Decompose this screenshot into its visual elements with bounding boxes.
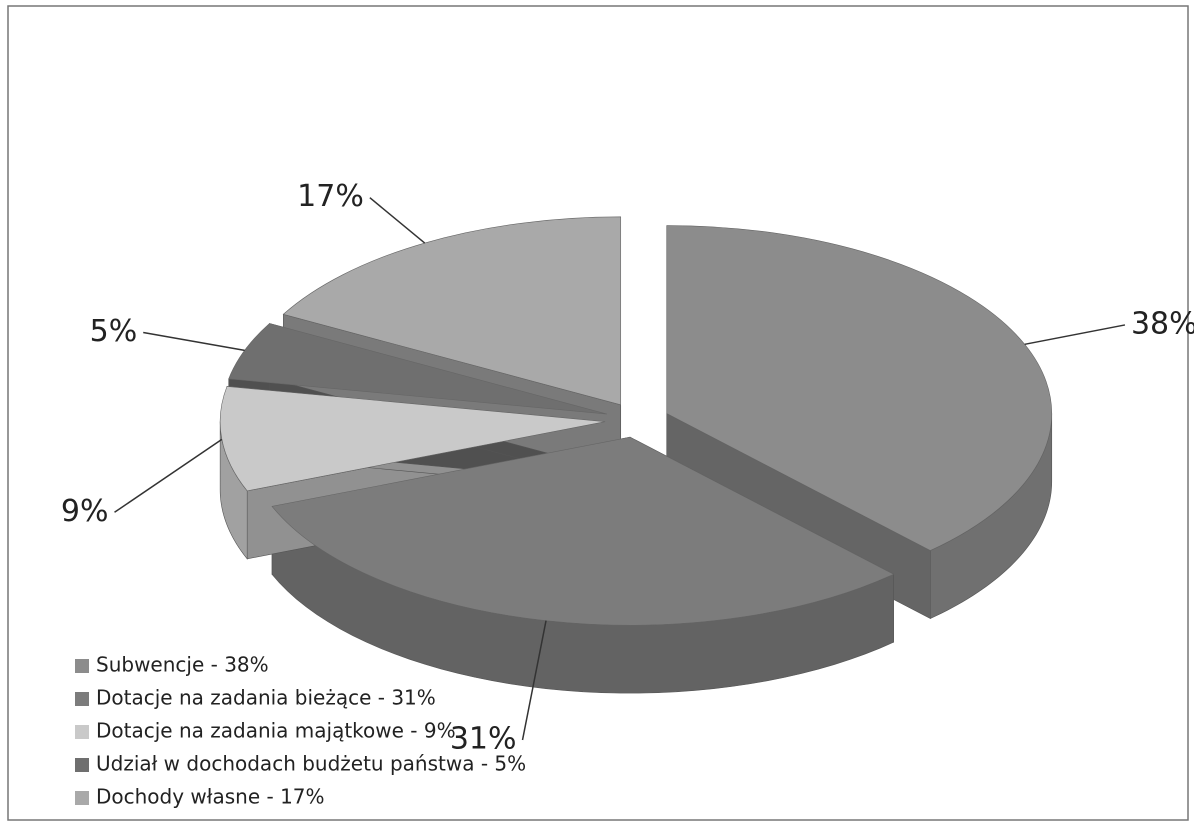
data-label: 38% [1131, 306, 1194, 341]
legend-label: Dotacje na zadania majątkowe - 9% [96, 719, 456, 743]
data-label: 5% [90, 314, 138, 349]
slice [228, 323, 607, 415]
leader-line [143, 331, 245, 352]
leader-line [369, 197, 426, 244]
legend-label: Subwencje - 38% [96, 653, 269, 677]
leader-line [114, 438, 223, 513]
legend-swatch [75, 758, 89, 772]
legend-swatch [75, 692, 89, 706]
legend-swatch [75, 659, 89, 673]
legend-label: Udział w dochodach budżetu państwa - 5% [96, 752, 526, 776]
legend-label: Dochody własne - 17% [96, 785, 325, 809]
legend-swatch [75, 791, 89, 805]
legend-swatch [75, 725, 89, 739]
slice [282, 216, 622, 406]
slice [666, 225, 1052, 551]
data-label: 31% [450, 722, 517, 757]
leader-line [521, 620, 547, 741]
leader-line [1024, 324, 1126, 346]
data-label: 17% [297, 179, 364, 214]
data-label: 9% [61, 494, 109, 529]
legend-label: Dotacje na zadania bieżące - 31% [96, 686, 436, 710]
slice-tops [219, 216, 1052, 626]
